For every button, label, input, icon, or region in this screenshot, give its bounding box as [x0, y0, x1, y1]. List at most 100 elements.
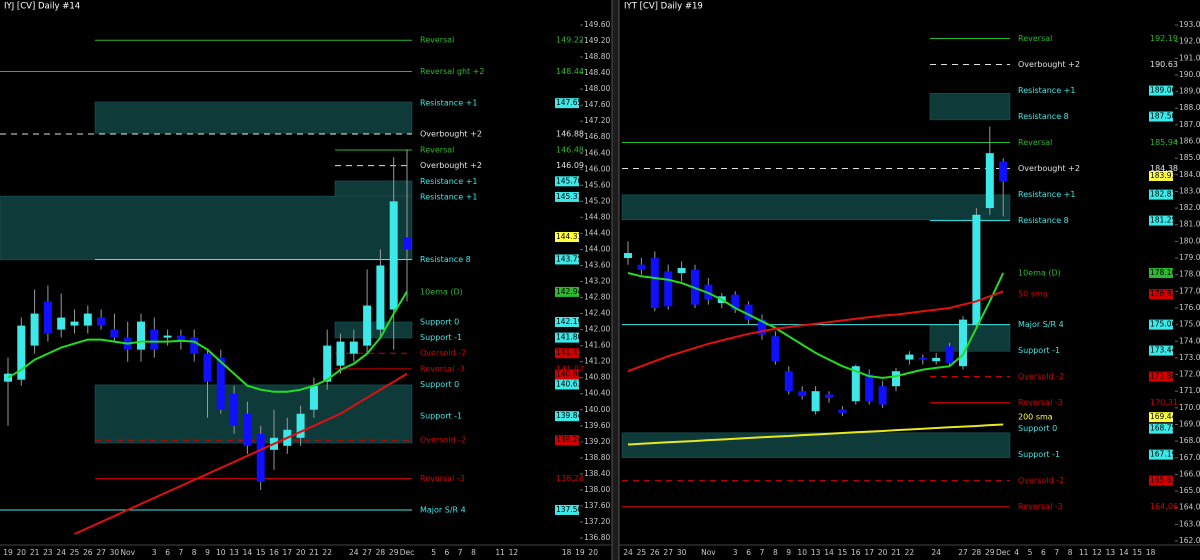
candle-body	[838, 409, 847, 413]
level-name: Reversal	[1018, 34, 1052, 43]
price-label: 192.19	[1150, 34, 1178, 43]
price-tag	[555, 369, 579, 380]
level-name: Support 0	[1018, 424, 1057, 433]
y-tick-label: 169.00	[1179, 419, 1200, 428]
level-name: Resistance 8	[1018, 216, 1069, 225]
x-tick-label: 30	[677, 548, 687, 557]
price-label: 141.02	[556, 364, 584, 373]
candle-body	[865, 374, 874, 402]
x-tick-label: 13	[229, 548, 239, 557]
candle-body	[999, 161, 1008, 182]
price-tag	[1149, 268, 1173, 279]
y-tick-label: 182.00	[1179, 203, 1200, 212]
price-tag	[1149, 412, 1173, 423]
candle-body	[323, 345, 332, 382]
y-tick-label: 175.00	[1179, 320, 1200, 329]
price-tag	[555, 176, 579, 187]
y-tick-label: 185.00	[1179, 153, 1200, 162]
candle-body	[203, 353, 212, 382]
candle-body	[150, 329, 159, 350]
candle-body	[216, 357, 225, 410]
price-tag	[1149, 423, 1173, 434]
candle-body	[985, 153, 994, 209]
y-tick-label: 163.00	[1179, 519, 1200, 528]
price-tag-label: 139.84	[556, 411, 582, 420]
price-tag-label: 168.75	[1150, 424, 1176, 433]
x-tick-label: 14	[1119, 548, 1129, 557]
price-label: 185.94	[1150, 138, 1178, 147]
price-label: 146.09	[556, 161, 584, 170]
y-tick-label: 138.40	[584, 469, 610, 478]
level-name: 10ema (D)	[1018, 269, 1061, 278]
x-tick-label: Nov	[120, 548, 135, 557]
level-name: Oversold -2	[1018, 476, 1064, 485]
x-tick-label: 15	[1132, 548, 1142, 557]
price-tag-label: 176.83	[1150, 289, 1176, 298]
level-name: Reversal -3	[1018, 398, 1063, 407]
price-tag	[555, 254, 579, 265]
price-tag	[1149, 345, 1173, 356]
x-tick-label: 16	[851, 548, 861, 557]
level-name: Reversal ght +2	[420, 67, 485, 76]
price-tag-label: 139.24	[556, 435, 582, 444]
price-tag-label: 181.25	[1150, 216, 1176, 225]
price-tag-label: 143.75	[556, 254, 582, 263]
y-tick-label: 148.40	[584, 68, 610, 77]
x-tick-label: 15	[838, 548, 848, 557]
candle-body	[878, 386, 887, 405]
x-tick-label: 21	[30, 548, 40, 557]
price-tag	[555, 286, 579, 297]
candle-body	[70, 321, 79, 326]
zone	[929, 324, 1011, 352]
y-tick-label: 179.00	[1179, 253, 1200, 262]
level-name: Overbought +2	[1018, 164, 1080, 173]
zone	[929, 92, 1011, 121]
zone	[94, 384, 413, 444]
level-name: Resistance +1	[1018, 86, 1075, 95]
y-tick-label: 140.80	[584, 373, 610, 382]
y-tick-label: 173.00	[1179, 353, 1200, 362]
panel-title: IYJ [CV] Daily #14	[4, 2, 80, 12]
price-label: 149.22	[556, 36, 584, 45]
price-tag	[1149, 371, 1173, 382]
x-tick-label: 6	[165, 548, 170, 557]
x-tick-label: 30	[110, 548, 120, 557]
y-tick-label: 148.00	[584, 84, 610, 93]
price-tag	[1149, 449, 1173, 460]
x-tick-label: 17	[283, 548, 293, 557]
candle-body	[637, 264, 646, 270]
x-tick-label: 14	[243, 548, 253, 557]
y-tick-label: 149.60	[584, 20, 610, 29]
price-label: 148.44	[556, 67, 584, 76]
price-tag	[1149, 170, 1173, 181]
x-tick-label: 6	[1041, 548, 1046, 557]
y-tick-label: 138.80	[584, 453, 610, 462]
candle-body	[892, 371, 900, 387]
candle-body	[17, 325, 26, 380]
candle-body	[932, 357, 941, 362]
candle-body	[30, 313, 39, 346]
candle-body	[389, 201, 398, 310]
x-tick-label: 28	[972, 548, 982, 557]
candle-body	[83, 313, 92, 326]
candle-body	[945, 346, 954, 363]
x-tick-label: 23	[43, 548, 53, 557]
y-tick-label: 191.00	[1179, 53, 1200, 62]
y-tick-label: 165.00	[1179, 486, 1200, 495]
level-name: Resistance +1	[420, 177, 477, 186]
price-tag	[555, 332, 579, 343]
y-tick-label: 146.00	[584, 164, 610, 173]
level-name: Resistance +1	[420, 192, 477, 201]
price-tag	[1149, 111, 1173, 122]
y-tick-label: 145.20	[584, 196, 610, 205]
y-tick-label: 186.00	[1179, 137, 1200, 146]
x-tick-label: 8	[471, 548, 476, 557]
x-tick-label: 26	[83, 548, 93, 557]
price-tag-label: 178.10	[1150, 268, 1176, 277]
candle-body	[624, 253, 632, 259]
price-label: 190.63	[1150, 60, 1178, 69]
x-tick-label: 11	[1079, 548, 1089, 557]
x-tick-label: 6	[445, 548, 450, 557]
indicator-line	[7, 290, 408, 393]
price-tag	[1149, 189, 1173, 200]
